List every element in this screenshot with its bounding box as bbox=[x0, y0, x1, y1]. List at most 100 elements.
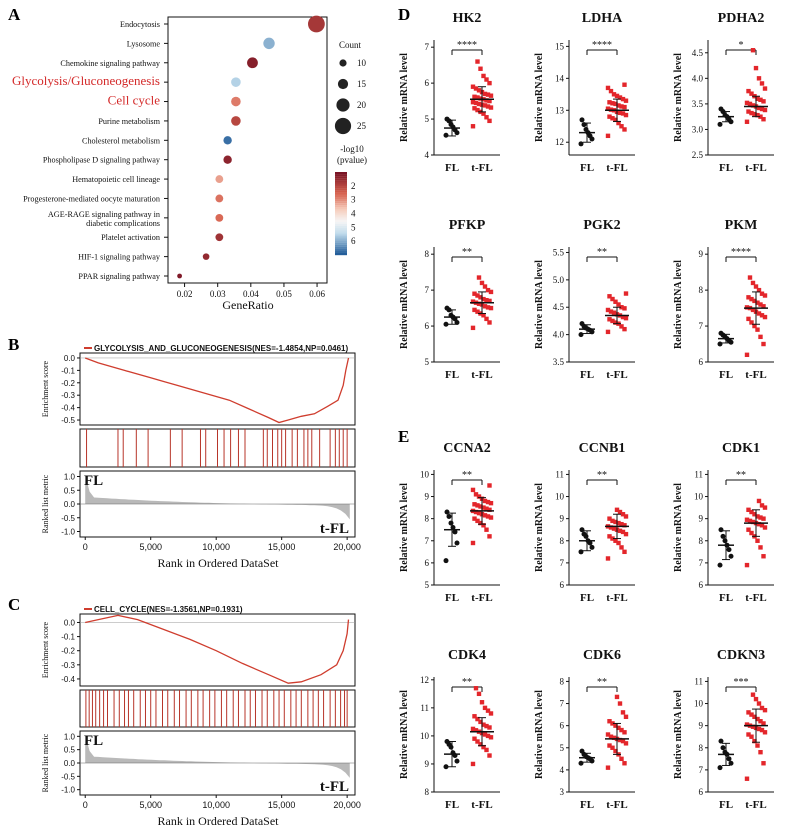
tfl-point bbox=[619, 545, 624, 550]
tfl-point bbox=[481, 505, 486, 510]
y-tick-label: 3.5 bbox=[692, 99, 704, 109]
tfl-point bbox=[475, 293, 480, 298]
tfl-point bbox=[622, 761, 627, 766]
y-tick-label: 15 bbox=[555, 41, 565, 51]
tfl-point bbox=[610, 296, 615, 302]
legend-count-dot bbox=[336, 98, 350, 112]
y-tick-label: 5.0 bbox=[553, 275, 565, 285]
es-y-tick-label: -0.2 bbox=[61, 379, 75, 388]
y-tick-label: 3 bbox=[560, 787, 565, 797]
tfl-point bbox=[472, 516, 477, 521]
es-y-tick-label: -0.4 bbox=[61, 675, 75, 684]
tfl-point bbox=[755, 327, 760, 332]
tfl-point bbox=[482, 705, 488, 711]
tfl-point bbox=[487, 753, 492, 758]
fl-point bbox=[578, 332, 584, 338]
tfl-point bbox=[484, 747, 489, 753]
x-axis-label: Rank in Ordered DataSet bbox=[158, 556, 280, 570]
tfl-point bbox=[478, 295, 483, 300]
tfl-point bbox=[488, 289, 494, 295]
gene-title: CDKN3 bbox=[717, 648, 765, 663]
group-label-bottom: t-FL bbox=[320, 521, 349, 537]
y-tick-label: 12 bbox=[420, 675, 429, 685]
tfl-point bbox=[762, 525, 768, 530]
tfl-point bbox=[620, 314, 626, 320]
group-label-fl: FL bbox=[719, 592, 733, 604]
fl-point bbox=[718, 738, 724, 744]
fl-point bbox=[717, 121, 723, 127]
pathway-label: Cell cycle bbox=[108, 93, 161, 108]
fl-point bbox=[726, 547, 732, 553]
tfl-point bbox=[475, 309, 480, 314]
legend-color-step bbox=[335, 250, 347, 254]
tfl-point bbox=[749, 712, 754, 717]
tfl-point bbox=[623, 315, 629, 321]
sig-stars: ** bbox=[462, 677, 472, 688]
tfl-point bbox=[607, 317, 612, 322]
legend-color-step bbox=[335, 230, 347, 233]
tfl-point bbox=[756, 76, 762, 81]
pathway-dot bbox=[215, 194, 224, 203]
tfl-point bbox=[611, 526, 617, 531]
fl-point bbox=[446, 513, 452, 519]
group-label-fl: FL bbox=[719, 799, 733, 811]
tfl-point bbox=[620, 96, 626, 102]
legend-color-tick: 4 bbox=[351, 209, 356, 219]
tfl-point bbox=[756, 311, 762, 316]
fl-point bbox=[444, 739, 450, 745]
y-axis-label: Relative mRNA level bbox=[673, 53, 684, 142]
fl-point bbox=[443, 321, 449, 327]
metric-y-label: Ranked list metric bbox=[41, 474, 50, 533]
tfl-point bbox=[756, 287, 762, 293]
tfl-point bbox=[605, 329, 611, 335]
fl-point bbox=[444, 116, 450, 122]
fl-point bbox=[581, 531, 587, 537]
tfl-point bbox=[475, 503, 480, 508]
legend-color-step bbox=[335, 176, 347, 179]
group-label-fl: FL bbox=[445, 799, 459, 811]
tfl-point bbox=[481, 313, 486, 318]
pathway-label: Cholesterol metabolism bbox=[82, 136, 161, 145]
tfl-point bbox=[616, 120, 621, 126]
legend-color-step bbox=[335, 201, 347, 204]
y-tick-label: 8 bbox=[425, 514, 430, 524]
tfl-point bbox=[475, 95, 480, 100]
tfl-point bbox=[482, 513, 488, 518]
y-axis-label: Relative mRNA level bbox=[399, 260, 410, 349]
y-tick-label: 2.5 bbox=[692, 150, 704, 160]
tfl-point bbox=[608, 309, 614, 314]
y-tick-label: 6 bbox=[425, 558, 430, 568]
tfl-point bbox=[485, 733, 491, 739]
tfl-point bbox=[619, 521, 624, 527]
tfl-point bbox=[485, 104, 491, 109]
es-y-tick-label: 0.0 bbox=[64, 354, 76, 363]
tfl-point bbox=[614, 507, 620, 513]
y-tick-label: 6 bbox=[425, 78, 430, 88]
fl-point bbox=[720, 745, 726, 751]
y-tick-label: 9 bbox=[699, 514, 704, 524]
pathway-dot bbox=[231, 96, 241, 107]
y-tick-label: 11 bbox=[694, 469, 703, 479]
sig-stars: ** bbox=[462, 247, 472, 258]
tfl-point bbox=[756, 726, 762, 732]
tfl-point bbox=[472, 94, 477, 99]
tfl-point bbox=[470, 84, 476, 89]
y-axis-label: Relative mRNA level bbox=[534, 260, 545, 349]
fl-point bbox=[578, 549, 584, 555]
tfl-point bbox=[484, 98, 489, 103]
tfl-point bbox=[622, 326, 627, 332]
tfl-point bbox=[753, 696, 759, 702]
legend-color-step bbox=[335, 186, 347, 189]
panel-letter-a: A bbox=[8, 5, 21, 24]
tfl-point bbox=[487, 118, 492, 124]
es-frame bbox=[79, 352, 356, 426]
group-label-tfl: t-FL bbox=[606, 369, 627, 381]
tfl-point bbox=[470, 540, 476, 546]
legend-count-dot bbox=[337, 78, 349, 90]
y-tick-label: 5 bbox=[425, 114, 430, 124]
tfl-point bbox=[762, 86, 768, 91]
fl-point bbox=[579, 748, 585, 754]
tfl-point bbox=[484, 316, 489, 322]
x-tick-label: 0.06 bbox=[309, 289, 325, 299]
